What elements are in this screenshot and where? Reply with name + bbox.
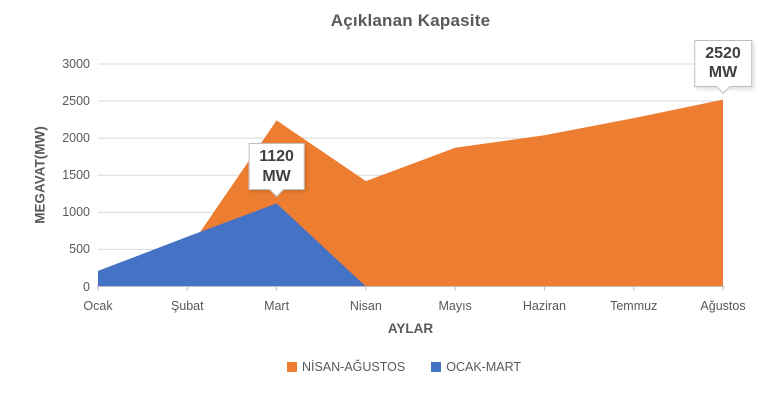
- data-callout: 1120 MW: [248, 143, 305, 198]
- y-tick-label: 0: [83, 279, 90, 294]
- x-tick-label: Nisan: [349, 299, 382, 313]
- x-tick-label: Şubat: [170, 299, 204, 313]
- x-tick-label: Ocak: [83, 299, 113, 313]
- y-tick-label: 3000: [62, 57, 90, 71]
- legend: NİSAN-AĞUSTOS OCAK-MART: [0, 360, 768, 374]
- y-tick-label: 2500: [62, 94, 90, 109]
- legend-label: NİSAN-AĞUSTOS: [301, 360, 406, 374]
- callout-value: 1120: [259, 148, 294, 166]
- y-tick-label: 1000: [62, 205, 90, 220]
- data-callout: 2520 MW: [694, 39, 752, 94]
- x-tick-label: Temmuz: [610, 299, 658, 313]
- callout-value: 2520: [705, 44, 741, 62]
- y-tick-label: 2000: [62, 131, 90, 146]
- y-tick-label: 1500: [62, 168, 90, 183]
- legend-label: OCAK-MART: [446, 360, 522, 374]
- callout-unit: MW: [262, 167, 291, 185]
- y-tick-label: 500: [69, 242, 90, 257]
- x-axis-title: AYLAR: [387, 321, 434, 336]
- x-tick-label: Ağustos: [700, 299, 746, 313]
- legend-swatch-icon: [286, 362, 297, 372]
- x-tick-label: Mart: [264, 299, 290, 313]
- legend-entry: OCAK-MART: [431, 360, 521, 374]
- x-tick-label: Mayıs: [438, 299, 472, 313]
- chart-title: Açıklanan Kapasite: [330, 11, 491, 30]
- legend-swatch-icon: [431, 362, 442, 372]
- x-tick-label: Haziran: [522, 299, 566, 313]
- area-series-ocak-mart: [98, 203, 723, 287]
- callout-unit: MW: [708, 64, 738, 82]
- legend-entry: NİSAN-AĞUSTOS: [286, 360, 406, 374]
